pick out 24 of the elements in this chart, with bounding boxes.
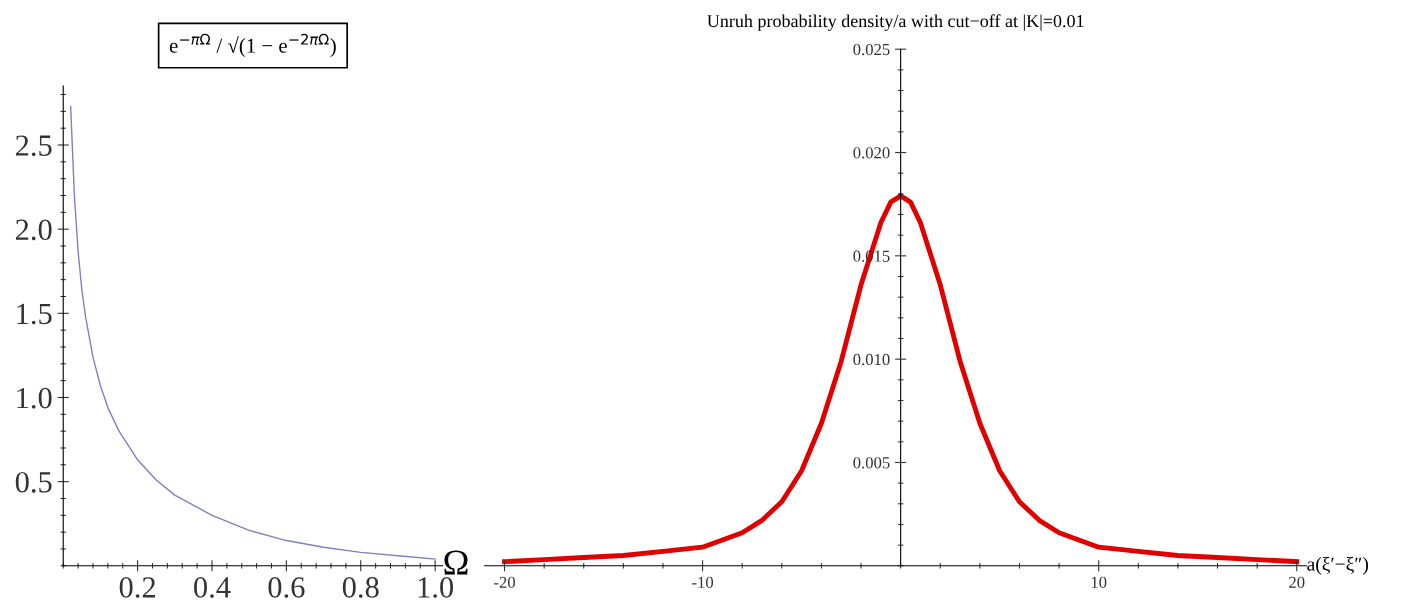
y-tick-label: 1.0 [17,387,52,409]
y-tick-label: 0.020 [853,147,890,159]
x-tick-label: -10 [692,576,714,588]
x-axis-title: Ω [444,550,468,575]
y-tick-label: 1.5 [17,303,52,325]
x-tick-label: 0.4 [194,577,231,598]
x-tick-label: -20 [494,576,515,588]
y-tick-label: 2.0 [15,219,52,241]
x-tick-label: 1.0 [418,577,454,598]
y-tick-label: 0.010 [853,353,890,366]
x-tick-label: 0.6 [268,577,305,598]
y-tick-label: 2.5 [15,135,52,157]
y-tick-label: 0.5 [15,471,52,493]
line-series [502,193,1300,565]
x-tick-label: 10 [1091,576,1107,588]
x-tick-label: 20 [1289,576,1305,588]
chart-title: Unruh probability density/a with cut−off at |K|=0.01 [707,14,1084,31]
line-series [69,105,436,560]
x-axis-title: a(ξ′−ξ″) [1307,556,1369,575]
y-tick-label: 0.005 [853,457,890,469]
y-tick-label: 0.025 [853,43,890,56]
x-tick-label: 0.2 [119,577,156,598]
x-tick-label: 0.8 [342,577,379,598]
chart-title: e$^{−πΩ}$ / √(1 − e$^{−2πΩ}$) [169,33,336,58]
